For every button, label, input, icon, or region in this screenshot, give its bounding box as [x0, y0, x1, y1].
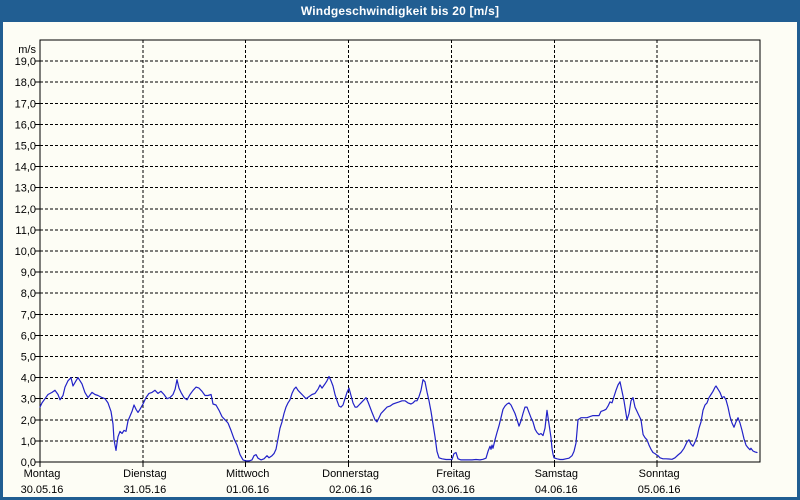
y-tick-label: 14,0 — [15, 162, 36, 174]
x-date-label: 02.06.16 — [329, 484, 372, 496]
y-tick-label: 18,0 — [15, 77, 36, 89]
y-tick-label: 2,0 — [21, 415, 36, 427]
y-tick-label: 12,0 — [15, 204, 36, 216]
x-date-label: 30.05.16 — [21, 484, 64, 496]
title-bar: Windgeschwindigkeit bis 20 [m/s] — [0, 0, 800, 22]
y-tick-label: 7,0 — [21, 309, 36, 321]
x-date-label: 31.05.16 — [123, 484, 166, 496]
y-tick-label: 8,0 — [21, 288, 36, 300]
y-tick-label: 9,0 — [21, 267, 36, 279]
y-tick-label: 15,0 — [15, 141, 36, 153]
x-day-label: Dienstag — [123, 468, 166, 480]
y-tick-label: 4,0 — [21, 373, 36, 385]
x-day-label: Montag — [24, 468, 61, 480]
x-date-label: 03.06.16 — [432, 484, 475, 496]
x-date-label: 01.06.16 — [226, 484, 269, 496]
y-tick-label: 16,0 — [15, 119, 36, 131]
y-tick-label: 19,0 — [15, 56, 36, 68]
y-tick-label: 5,0 — [21, 352, 36, 364]
y-tick-label: 17,0 — [15, 98, 36, 110]
y-tick-label: 10,0 — [15, 246, 36, 258]
wind-speed-series-line — [39, 375, 758, 462]
window-title: Windgeschwindigkeit bis 20 [m/s] — [300, 4, 500, 18]
y-tick-label: 6,0 — [21, 330, 36, 342]
x-day-label: Freitag — [436, 468, 470, 480]
y-tick-label: 0,0 — [21, 457, 36, 469]
x-day-label: Mittwoch — [226, 468, 269, 480]
y-tick-label: 1,0 — [21, 436, 36, 448]
y-tick-label: 3,0 — [21, 394, 36, 406]
y-tick-label: 13,0 — [15, 183, 36, 195]
x-date-label: 04.06.16 — [535, 484, 578, 496]
y-axis-unit-label: m/s — [18, 44, 36, 56]
x-day-label: Sonntag — [639, 468, 680, 480]
x-date-label: 05.06.16 — [638, 484, 681, 496]
x-day-label: Donnerstag — [322, 468, 379, 480]
x-day-label: Samstag — [535, 468, 578, 480]
y-tick-label: 11,0 — [15, 225, 36, 237]
chart-area: 0,0 1,0 2,0 3,0 4,0 5,0 6,0 7,0 8,0 9,0 10,0 11,0 12… — [3, 22, 797, 497]
wind-speed-chart: 0,0 1,0 2,0 3,0 4,0 5,0 6,0 7,0 8,0 9,0 10,0 11,0 12… — [15, 39, 761, 496]
